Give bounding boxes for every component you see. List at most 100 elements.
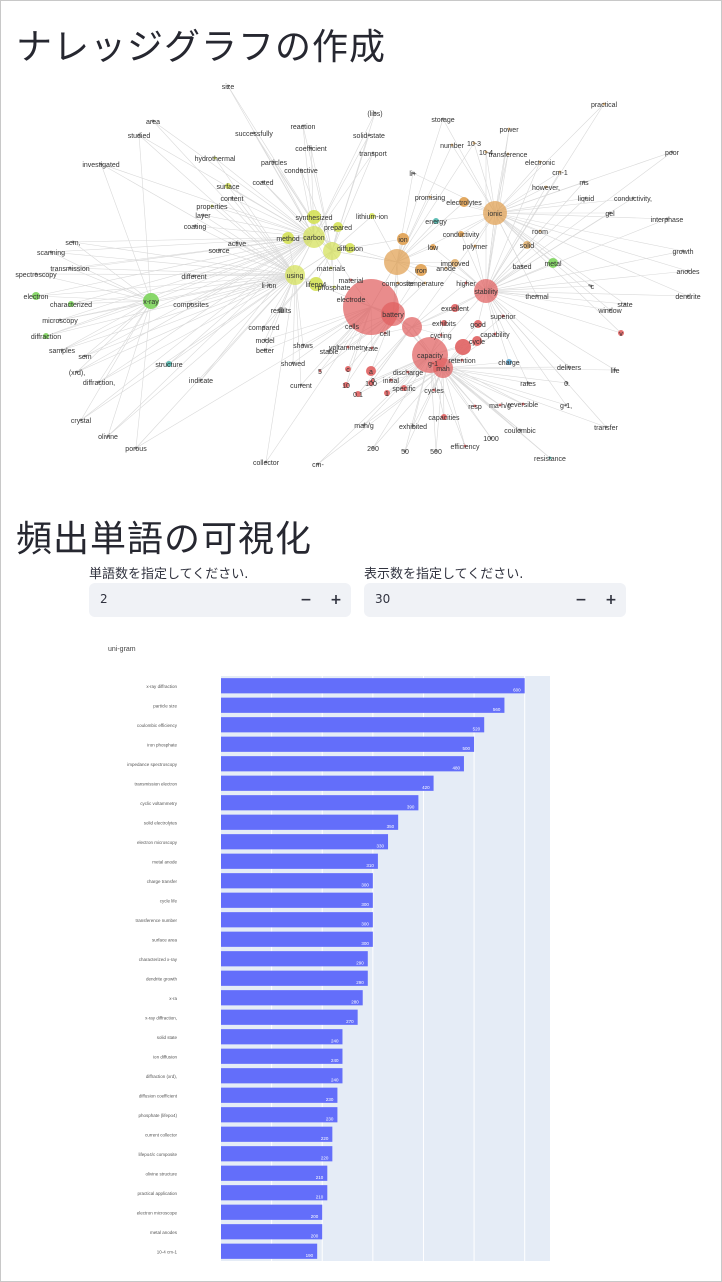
- graph-node[interactable]: [318, 369, 322, 373]
- graph-node[interactable]: [415, 264, 427, 276]
- graph-node[interactable]: [278, 307, 284, 313]
- graph-node[interactable]: [463, 444, 467, 448]
- bar[interactable]: [221, 1087, 338, 1103]
- graph-node[interactable]: [670, 150, 674, 154]
- graph-node[interactable]: [441, 414, 447, 420]
- graph-node[interactable]: [49, 250, 53, 254]
- graph-node[interactable]: [401, 385, 407, 391]
- bar[interactable]: [221, 736, 475, 752]
- bar[interactable]: [221, 1185, 328, 1201]
- graph-node[interactable]: [623, 302, 627, 306]
- bar[interactable]: [221, 1107, 338, 1123]
- graph-node[interactable]: [584, 196, 588, 200]
- graph-node[interactable]: [433, 358, 453, 378]
- bar[interactable]: [221, 775, 434, 791]
- graph-node[interactable]: [564, 403, 568, 407]
- graph-node[interactable]: [32, 292, 40, 300]
- graph-node[interactable]: [201, 213, 205, 217]
- graph-node[interactable]: [498, 403, 502, 407]
- bar[interactable]: [221, 1204, 323, 1220]
- graph-node[interactable]: [423, 281, 427, 285]
- graph-node[interactable]: [151, 119, 155, 123]
- graph-node[interactable]: [371, 378, 375, 382]
- graph-node[interactable]: [137, 133, 141, 137]
- bar[interactable]: [221, 1068, 343, 1084]
- graph-node[interactable]: [406, 370, 410, 374]
- bar[interactable]: [221, 931, 373, 947]
- graph-node[interactable]: [383, 331, 387, 335]
- display-count-stepper[interactable]: 30 − +: [364, 583, 626, 617]
- graph-node[interactable]: [373, 111, 377, 115]
- graph-node[interactable]: [309, 146, 313, 150]
- knowledge-graph[interactable]: size (libs) practical area reaction storage po…: [0, 70, 722, 470]
- graph-node[interactable]: [362, 423, 366, 427]
- graph-node[interactable]: [460, 358, 464, 362]
- graph-node[interactable]: [316, 462, 320, 466]
- display-count-plus-button[interactable]: +: [605, 592, 617, 608]
- graph-node[interactable]: [60, 348, 64, 352]
- graph-node[interactable]: [343, 382, 349, 388]
- bar[interactable]: [221, 873, 373, 889]
- graph-node[interactable]: [307, 210, 321, 224]
- word-count-value[interactable]: 2: [100, 592, 108, 606]
- graph-node[interactable]: [350, 324, 354, 328]
- graph-node[interactable]: [431, 361, 435, 365]
- bar[interactable]: [221, 912, 373, 928]
- word-count-plus-button[interactable]: +: [330, 592, 342, 608]
- graph-node[interactable]: [521, 402, 525, 406]
- graph-node[interactable]: [83, 354, 87, 358]
- graph-node[interactable]: [267, 283, 271, 287]
- graph-node[interactable]: [567, 365, 571, 369]
- graph-node[interactable]: [345, 366, 351, 372]
- graph-node[interactable]: [396, 281, 400, 285]
- graph-node[interactable]: [384, 249, 410, 275]
- graph-node[interactable]: [226, 84, 230, 88]
- graph-node[interactable]: [381, 302, 405, 326]
- graph-node[interactable]: [71, 240, 75, 244]
- graph-node[interactable]: [432, 388, 436, 392]
- bar[interactable]: [221, 951, 368, 967]
- graph-node[interactable]: [262, 325, 266, 329]
- graph-node[interactable]: [430, 244, 436, 250]
- graph-node[interactable]: [332, 285, 336, 289]
- graph-node[interactable]: [433, 218, 439, 224]
- display-count-value[interactable]: 30: [375, 592, 391, 606]
- graph-node[interactable]: [493, 332, 497, 336]
- graph-node[interactable]: [349, 278, 353, 282]
- graph-node[interactable]: [681, 249, 685, 253]
- bar[interactable]: [221, 853, 378, 869]
- graph-node[interactable]: [291, 361, 295, 365]
- graph-node[interactable]: [263, 338, 267, 342]
- graph-node[interactable]: [403, 449, 407, 453]
- graph-node[interactable]: [134, 446, 138, 450]
- graph-node[interactable]: [143, 293, 159, 309]
- graph-node[interactable]: [106, 434, 110, 438]
- bar[interactable]: [221, 717, 485, 733]
- graph-node[interactable]: [402, 317, 422, 337]
- graph-node[interactable]: [34, 272, 38, 276]
- graph-node[interactable]: [451, 259, 459, 267]
- word-count-stepper[interactable]: 2 − +: [89, 583, 351, 617]
- graph-node[interactable]: [439, 333, 443, 337]
- graph-node[interactable]: [507, 127, 511, 131]
- graph-node[interactable]: [371, 446, 375, 450]
- bar[interactable]: [221, 1243, 318, 1259]
- graph-node[interactable]: [301, 343, 305, 347]
- graph-node[interactable]: [444, 266, 448, 270]
- graph-node[interactable]: [548, 258, 558, 268]
- bar[interactable]: [221, 678, 525, 694]
- graph-node[interactable]: [589, 284, 593, 288]
- graph-node[interactable]: [459, 197, 469, 207]
- display-count-minus-button[interactable]: −: [575, 592, 587, 608]
- graph-node[interactable]: [299, 168, 303, 172]
- graph-node[interactable]: [272, 160, 276, 164]
- graph-node[interactable]: [472, 141, 476, 145]
- bar[interactable]: [221, 990, 363, 1006]
- graph-node[interactable]: [441, 117, 445, 121]
- graph-node[interactable]: [535, 294, 539, 298]
- graph-node[interactable]: [327, 349, 331, 353]
- graph-node[interactable]: [474, 279, 498, 303]
- graph-node[interactable]: [192, 274, 196, 278]
- graph-node[interactable]: [483, 201, 507, 225]
- graph-node[interactable]: [199, 378, 203, 382]
